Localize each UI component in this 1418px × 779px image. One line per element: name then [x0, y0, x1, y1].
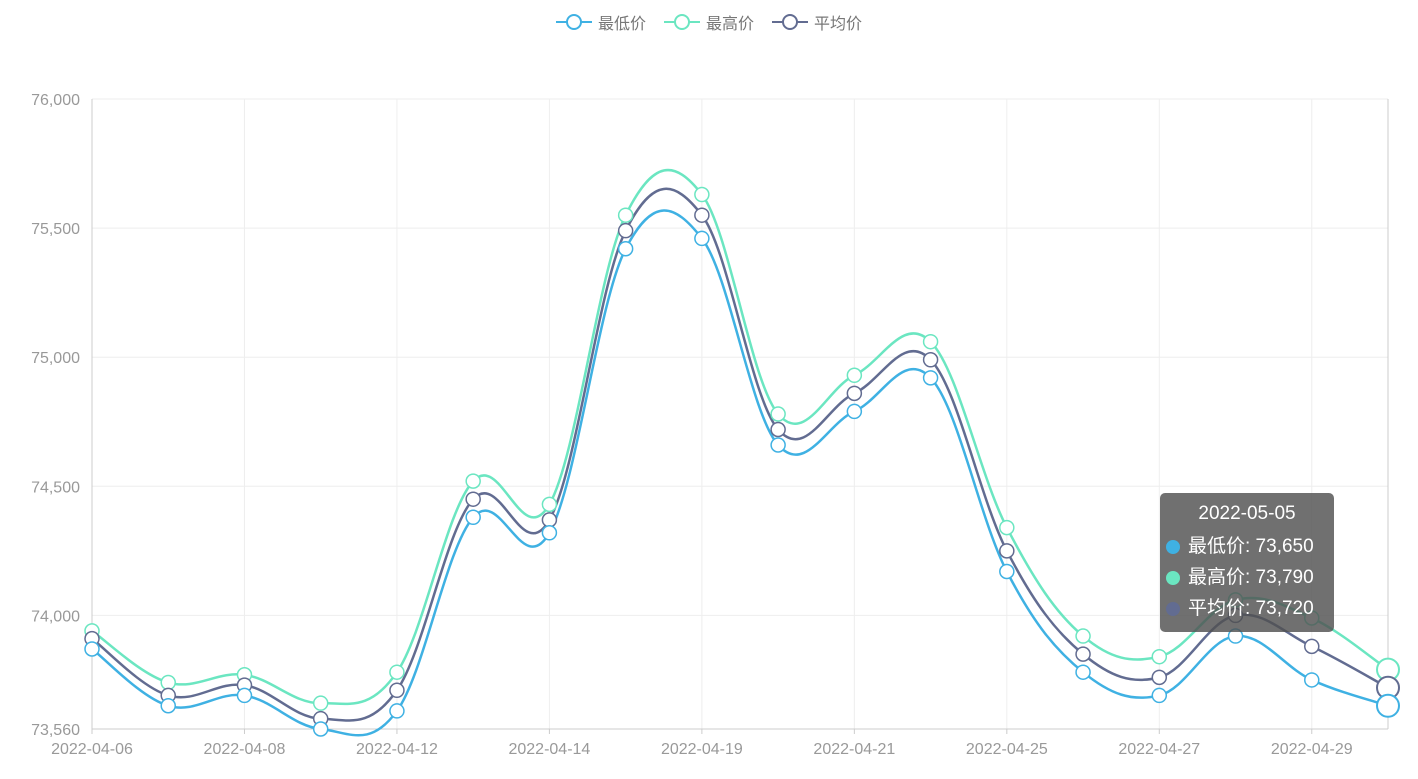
x-tick-label: 2022-04-08 [204, 741, 286, 758]
data-point [770, 437, 786, 453]
data-point [541, 512, 558, 528]
tooltip-label-high: 最高价: 73,790 [1188, 567, 1314, 588]
data-point [999, 519, 1015, 536]
data-point [465, 491, 481, 507]
data-point [1376, 693, 1400, 718]
y-tick-label: 76,000 [31, 92, 80, 109]
data-point [1151, 669, 1168, 686]
legend-item-high[interactable]: 最高价 [663, 10, 754, 34]
data-point [617, 207, 634, 223]
data-point [694, 186, 710, 203]
data-point [389, 682, 405, 699]
data-point [617, 222, 634, 239]
x-tick-label: 2022-04-12 [356, 741, 438, 758]
data-point [160, 698, 176, 714]
x-tick-label: 2022-04-29 [1271, 741, 1353, 758]
data-point [1075, 646, 1091, 662]
data-point [999, 563, 1015, 580]
legend-swatch-avg [772, 14, 808, 30]
data-point [1304, 638, 1320, 655]
y-tick-label: 74,500 [31, 479, 80, 496]
data-point [922, 352, 939, 368]
data-point [389, 664, 405, 680]
tooltip-dot-high [1166, 570, 1180, 585]
data-point [1304, 672, 1320, 688]
chart-tooltip: 2022-05-05 最低价: 73,650 最高价: 73,790 平均价: … [1160, 493, 1334, 632]
tooltip-label-avg: 平均价: 73,720 [1188, 598, 1314, 619]
series-line-0 [91, 209, 1389, 737]
data-point [1151, 648, 1168, 665]
legend-item-low[interactable]: 最低价 [555, 10, 646, 34]
tooltip-row-low: 最低价: 73,650 [1166, 531, 1328, 562]
data-point [922, 370, 939, 386]
legend-item-avg[interactable]: 平均价 [772, 10, 862, 34]
data-point [84, 641, 100, 657]
data-point [1151, 687, 1168, 704]
x-tick-label: 2022-04-27 [1118, 741, 1200, 758]
x-tick-label: 2022-04-14 [508, 741, 590, 758]
data-point [770, 421, 786, 438]
x-tick-label: 2022-04-19 [661, 741, 743, 758]
data-point [389, 703, 405, 719]
data-point [846, 385, 863, 402]
data-point [465, 509, 481, 526]
data-point [541, 525, 558, 541]
tooltip-row-high: 最高价: 73,790 [1166, 562, 1328, 593]
data-point [1075, 628, 1091, 644]
legend-label-avg: 平均价 [814, 16, 863, 33]
data-point [846, 367, 863, 384]
y-tick-label: 74,000 [31, 608, 80, 625]
tooltip-title: 2022-05-05 [1198, 503, 1296, 524]
x-tick-label: 2022-04-06 [51, 741, 133, 758]
data-point [617, 241, 634, 257]
data-point [541, 496, 558, 513]
data-point [922, 333, 939, 350]
legend-label-low: 最低价 [597, 16, 646, 33]
y-tick-label: 75,500 [31, 221, 80, 238]
legend-label-high: 最高价 [705, 16, 754, 33]
data-point [999, 543, 1015, 559]
tooltip-dot-avg [1166, 601, 1180, 616]
legend-swatch-high [663, 14, 700, 30]
data-point [312, 695, 329, 711]
x-tick-label: 2022-04-21 [813, 741, 895, 758]
data-point [236, 687, 253, 704]
tooltip-row-avg: 平均价: 73,720 [1166, 593, 1328, 624]
legend-swatch-low [555, 14, 592, 30]
data-point [1075, 664, 1091, 680]
data-point [312, 721, 329, 737]
x-tick-label: 2022-04-25 [966, 741, 1048, 758]
y-tick-label: 73,560 [31, 722, 80, 739]
data-point [465, 473, 481, 489]
data-point [694, 207, 710, 223]
chart-legend: 最低价 最高价 平均价 [0, 10, 1418, 34]
series-line-2 [91, 187, 1389, 722]
y-tick-label: 75,000 [31, 350, 80, 367]
data-point [770, 406, 786, 422]
tooltip-label-low: 最低价: 73,650 [1188, 536, 1314, 557]
series-line-1 [91, 168, 1389, 706]
tooltip-dot-low [1166, 539, 1180, 554]
data-point [846, 403, 863, 420]
data-point [160, 674, 176, 691]
data-point [694, 230, 710, 247]
